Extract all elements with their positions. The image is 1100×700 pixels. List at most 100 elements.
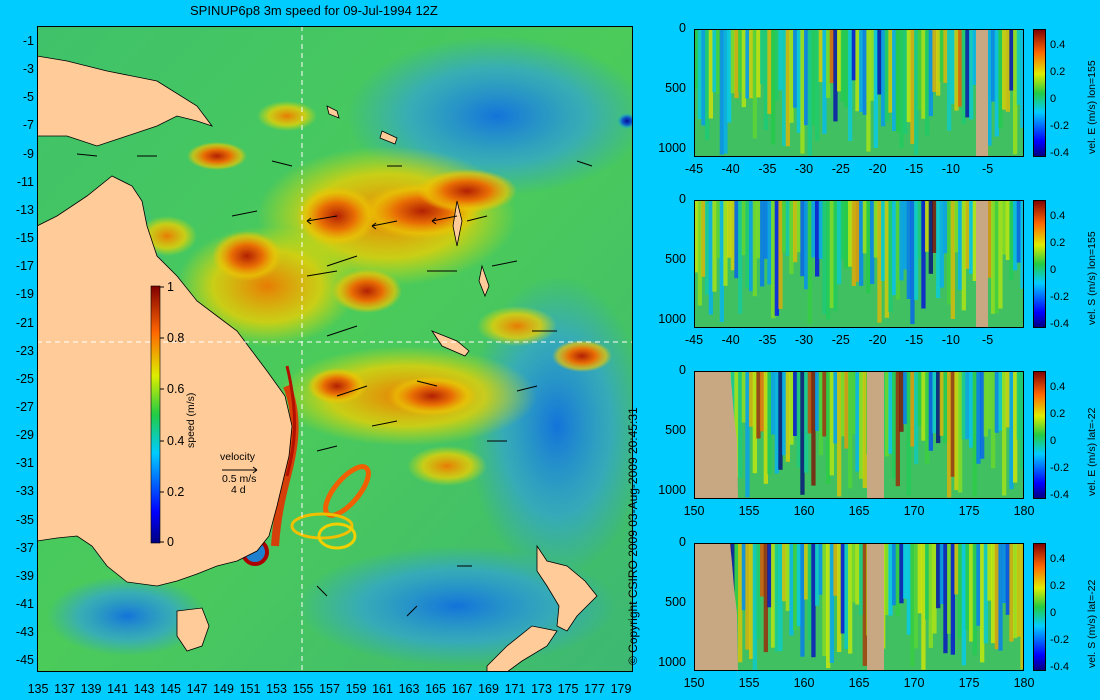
- section-land: [694, 371, 738, 499]
- map-cbar-tick: 0.8: [167, 331, 185, 345]
- section-cbar-tick: 0.2: [1050, 66, 1066, 78]
- map-lat-tick: -35: [15, 512, 34, 527]
- section-plot-vel-s-lon155: [694, 200, 1024, 328]
- section-band: [943, 29, 948, 83]
- map-lon-tick: 173: [531, 682, 552, 696]
- section-band: [917, 200, 922, 259]
- section-band: [840, 200, 845, 260]
- section-band: [701, 29, 706, 126]
- section-band: [932, 371, 937, 434]
- section-band: [862, 29, 867, 115]
- map-lat-tick: -17: [15, 259, 34, 274]
- section-band: [1009, 543, 1014, 642]
- map-lat-tick: -37: [15, 540, 34, 555]
- section-band: [774, 29, 779, 101]
- section-band: [738, 200, 743, 314]
- section-band: [822, 543, 827, 657]
- section-band: [793, 371, 798, 436]
- section-band: [848, 29, 853, 141]
- section-band: [855, 29, 860, 112]
- section-colorbar-label: vel. E (m/s) lon=155: [1086, 60, 1098, 154]
- section-band: [994, 543, 999, 650]
- section-band: [745, 29, 750, 99]
- section-band: [1002, 371, 1007, 496]
- section-band: [965, 29, 970, 118]
- section-band: [991, 200, 996, 314]
- section-band: [756, 371, 761, 439]
- section-band: [752, 543, 757, 671]
- section-band: [789, 371, 794, 445]
- map-frame: [37, 26, 633, 672]
- section-band: [796, 200, 801, 253]
- section-band: [815, 543, 820, 606]
- section-cbar-tick: 0.2: [1050, 237, 1066, 249]
- section-x-tick: -40: [721, 333, 740, 347]
- section-plot-vel-s-lat-22: [694, 543, 1024, 671]
- section-band: [829, 200, 834, 308]
- section-band: [910, 29, 915, 144]
- section-band: [906, 200, 911, 299]
- section-colorbar-fill: [1033, 543, 1046, 671]
- section-band: [969, 200, 974, 274]
- map-lon-tick: 171: [504, 682, 526, 696]
- section-land: [976, 29, 988, 157]
- section-band: [730, 200, 735, 271]
- section-band: [785, 543, 790, 611]
- section-band: [719, 200, 724, 322]
- section-band: [965, 371, 970, 440]
- section-band: [818, 371, 823, 456]
- section-band: [866, 29, 871, 152]
- section-band: [752, 200, 757, 297]
- section-band: [987, 543, 992, 601]
- section-band: [969, 29, 974, 120]
- map-lat-tick: -11: [16, 174, 34, 189]
- section-band: [932, 200, 937, 253]
- section-cbar-tick: 0.2: [1050, 580, 1066, 592]
- section-band: [914, 543, 919, 649]
- section-band: [969, 543, 974, 642]
- section-band: [892, 543, 897, 606]
- map-lat-tick: -33: [15, 484, 34, 499]
- section-band: [994, 200, 999, 314]
- section-band: [1002, 543, 1007, 603]
- section-band: [796, 543, 801, 627]
- section-band: [939, 543, 944, 605]
- section-band: [811, 200, 816, 258]
- section-band: [1002, 200, 1007, 255]
- section-band: [1016, 371, 1021, 440]
- section-band: [719, 29, 724, 155]
- section-band: [844, 371, 849, 449]
- section-band: [782, 371, 787, 456]
- land: [37, 55, 598, 672]
- map-cbar-tick: 0: [167, 535, 174, 549]
- section-cbar-tick: -0.2: [1050, 462, 1069, 474]
- section-band: [723, 29, 728, 154]
- section-band: [1016, 543, 1021, 637]
- section-band: [763, 29, 768, 130]
- section-band: [895, 29, 900, 133]
- section-y-tick: 500: [665, 423, 686, 437]
- copyright-notice: © Copyright CSIRO 2009 03-Aug-2009 20:45…: [626, 407, 640, 665]
- section-band: [837, 543, 842, 652]
- section-band: [851, 200, 856, 286]
- section-band: [1009, 29, 1014, 91]
- section-band: [712, 29, 717, 93]
- section-y-tick: 500: [665, 252, 686, 266]
- section-band: [826, 371, 831, 484]
- section-x-tick: -10: [941, 162, 960, 176]
- map-cbar-tick: 0.4: [167, 434, 185, 448]
- section-cbar-tick: 0.4: [1050, 553, 1066, 565]
- section-cbar-tick: 0.4: [1050, 381, 1066, 393]
- map-lon-tick: 175: [557, 682, 579, 696]
- section-band: [961, 29, 966, 124]
- plot-title: SPINUP6p8 3m speed for 09-Jul-1994 12Z: [190, 3, 438, 18]
- section-band: [771, 29, 776, 145]
- section-band: [804, 200, 809, 290]
- section-band: [895, 200, 900, 300]
- section-band: [811, 29, 816, 126]
- section-band: [936, 371, 941, 444]
- section-band: [763, 371, 768, 484]
- map-lon-tick: 159: [345, 682, 367, 696]
- section-band: [921, 371, 926, 441]
- section-band: [1013, 371, 1018, 483]
